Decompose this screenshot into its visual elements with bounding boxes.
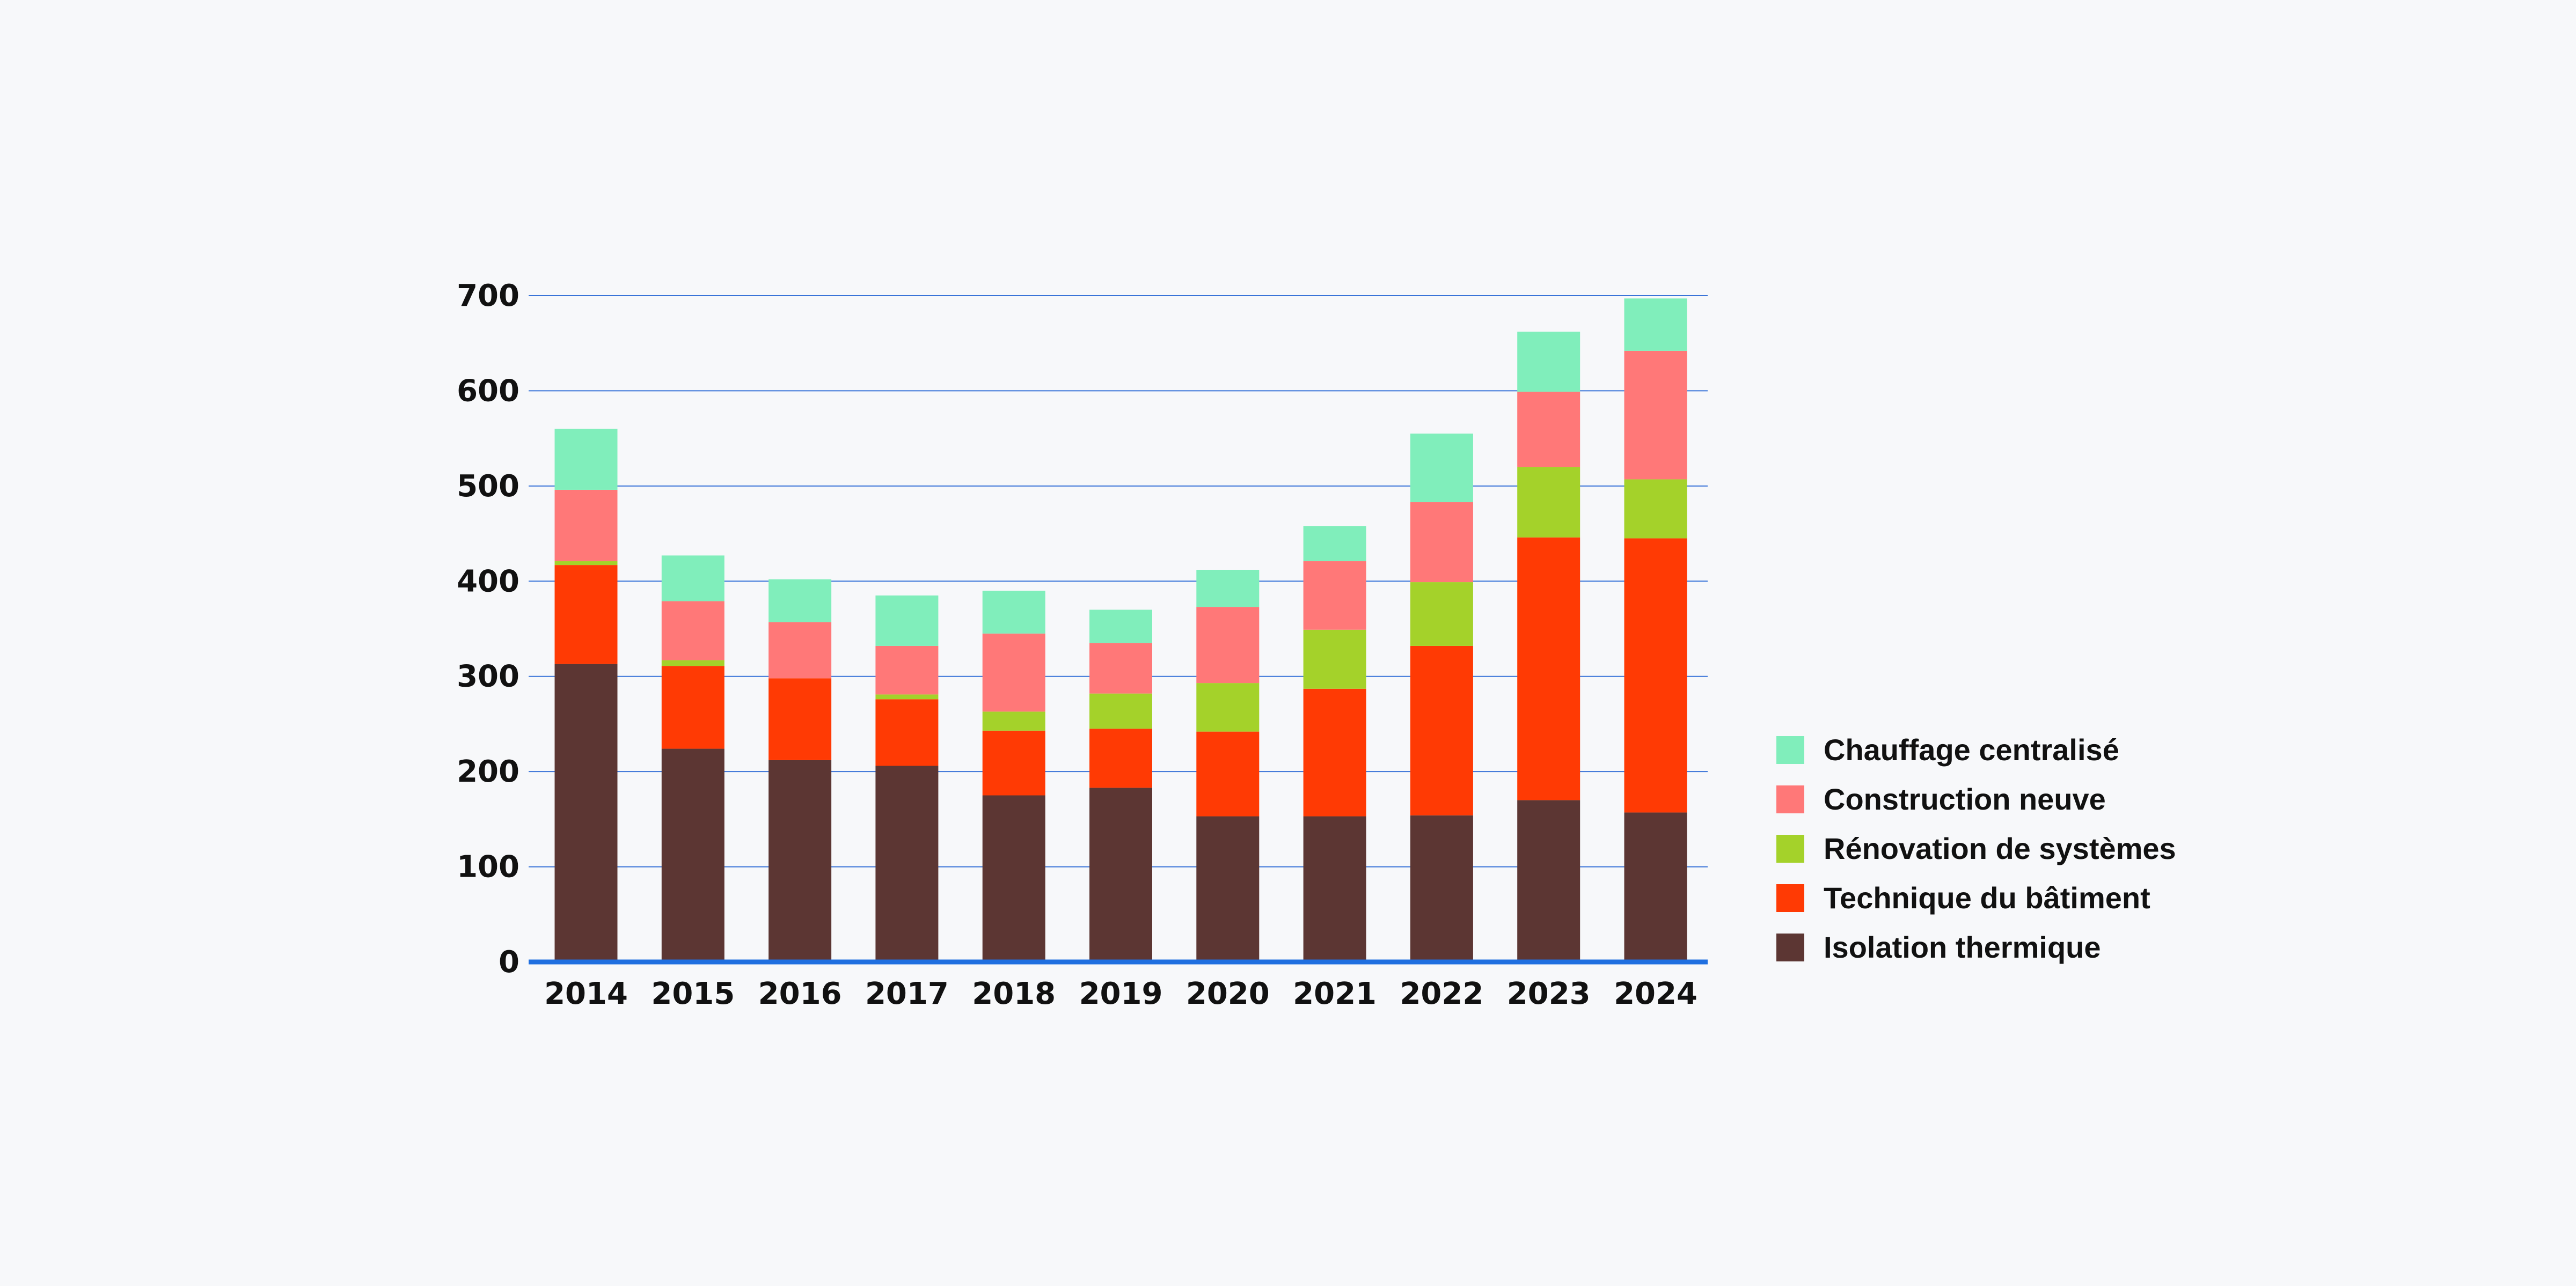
bar-2021-construction-neuve (1303, 561, 1366, 630)
bar-2022-renovation-de-systemes (1410, 582, 1473, 646)
bar-2018-renovation-de-systemes (982, 711, 1045, 731)
bar-2019-isolation-thermique (1089, 788, 1152, 962)
legend-label: Technique du bâtiment (1824, 881, 2150, 915)
x-tick-label: 2018 (972, 976, 1056, 1011)
y-tick-label: 500 (457, 469, 519, 504)
bar-2021-technique-du-batiment (1303, 688, 1366, 817)
legend-swatch (1776, 736, 1804, 764)
bar-2017-technique-du-batiment (875, 699, 939, 766)
x-tick-label: 2020 (1186, 976, 1270, 1011)
x-tick-label: 2014 (544, 976, 628, 1011)
bar-2023-renovation-de-systemes (1517, 467, 1580, 538)
bar-2014-renovation-de-systemes (554, 561, 618, 565)
legend-label: Construction neuve (1824, 782, 2106, 816)
x-tick-label: 2022 (1400, 976, 1483, 1011)
bar-2023-construction-neuve (1517, 392, 1580, 467)
x-tick-label: 2017 (865, 976, 949, 1011)
bars (554, 298, 1687, 962)
x-tick-label: 2023 (1507, 976, 1591, 1011)
bar-2016-isolation-thermique (769, 760, 832, 962)
bar-2015-renovation-de-systemes (661, 660, 724, 666)
y-tick-label: 100 (457, 850, 519, 885)
bar-2020-construction-neuve (1196, 607, 1260, 684)
bar-2019-construction-neuve (1089, 643, 1152, 694)
bar-2014-technique-du-batiment (554, 565, 618, 664)
bar-2015-construction-neuve (661, 601, 724, 660)
legend-swatch (1776, 884, 1804, 912)
y-axis-tick-labels: 0 100 200 300 400 500 600 700 (457, 278, 519, 980)
bar-2022-isolation-thermique (1410, 815, 1473, 962)
bar-2021-chauffage-centralise (1303, 526, 1366, 562)
x-tick-label: 2019 (1079, 976, 1163, 1011)
y-tick-label: 0 (499, 945, 519, 980)
x-tick-label: 2024 (1614, 976, 1697, 1011)
bar-2018-chauffage-centralise (982, 591, 1045, 634)
bar-2023-technique-du-batiment (1517, 537, 1580, 800)
bar-2018-technique-du-batiment (982, 730, 1045, 796)
bar-2023-chauffage-centralise (1517, 332, 1580, 392)
bar-2021-isolation-thermique (1303, 816, 1366, 962)
x-tick-label: 2015 (651, 976, 735, 1011)
bar-2024-isolation-thermique (1624, 812, 1687, 962)
legend: Chauffage centralisé Construction neuve Ré… (1776, 733, 2176, 964)
bar-2018-isolation-thermique (982, 795, 1045, 962)
legend-swatch (1776, 835, 1804, 863)
bar-2022-technique-du-batiment (1410, 645, 1473, 815)
bar-2019-chauffage-centralise (1089, 609, 1152, 643)
legend-swatch (1776, 785, 1804, 813)
bar-2024-construction-neuve (1624, 350, 1687, 480)
legend-label: Rénovation de systèmes (1824, 832, 2176, 865)
y-tick-label: 700 (457, 278, 519, 313)
bar-2022-chauffage-centralise (1410, 433, 1473, 503)
bar-2014-chauffage-centralise (554, 429, 618, 490)
bar-2022-construction-neuve (1410, 502, 1473, 583)
bar-2017-chauffage-centralise (875, 595, 939, 646)
bar-2019-renovation-de-systemes (1089, 693, 1152, 729)
y-tick-label: 400 (457, 564, 519, 599)
bar-2017-renovation-de-systemes (875, 694, 939, 700)
bar-2015-chauffage-centralise (661, 555, 724, 601)
bar-2020-technique-du-batiment (1196, 731, 1260, 817)
bar-2021-renovation-de-systemes (1303, 629, 1366, 689)
bar-2020-renovation-de-systemes (1196, 683, 1260, 732)
bar-2023-isolation-thermique (1517, 800, 1580, 962)
legend-swatch (1776, 934, 1804, 961)
y-tick-label: 600 (457, 373, 519, 408)
bar-2015-isolation-thermique (661, 748, 724, 962)
bar-2024-technique-du-batiment (1624, 538, 1687, 813)
bar-2020-chauffage-centralise (1196, 569, 1260, 607)
bar-2016-chauffage-centralise (769, 579, 832, 622)
x-axis-tick-labels: 2014 2015 2016 2017 2018 2019 2020 2021 2022 2023… (544, 976, 1697, 1011)
y-tick-label: 200 (457, 754, 519, 789)
bar-2020-isolation-thermique (1196, 816, 1260, 962)
x-tick-label: 2016 (758, 976, 842, 1011)
bar-2017-construction-neuve (875, 645, 939, 695)
bar-2024-chauffage-centralise (1624, 298, 1687, 351)
bar-2016-technique-du-batiment (769, 678, 832, 760)
y-tick-label: 300 (457, 659, 519, 694)
legend-label: Chauffage centralisé (1824, 733, 2119, 767)
bar-2014-construction-neuve (554, 489, 618, 562)
legend-label: Isolation thermique (1824, 930, 2101, 964)
bar-2024-renovation-de-systemes (1624, 479, 1687, 539)
bar-2014-isolation-thermique (554, 664, 618, 962)
bar-2017-isolation-thermique (875, 766, 939, 962)
x-tick-label: 2021 (1293, 976, 1377, 1011)
bar-2019-technique-du-batiment (1089, 729, 1152, 788)
bar-2016-construction-neuve (769, 622, 832, 679)
bar-2018-construction-neuve (982, 633, 1045, 712)
bar-2015-technique-du-batiment (661, 666, 724, 749)
